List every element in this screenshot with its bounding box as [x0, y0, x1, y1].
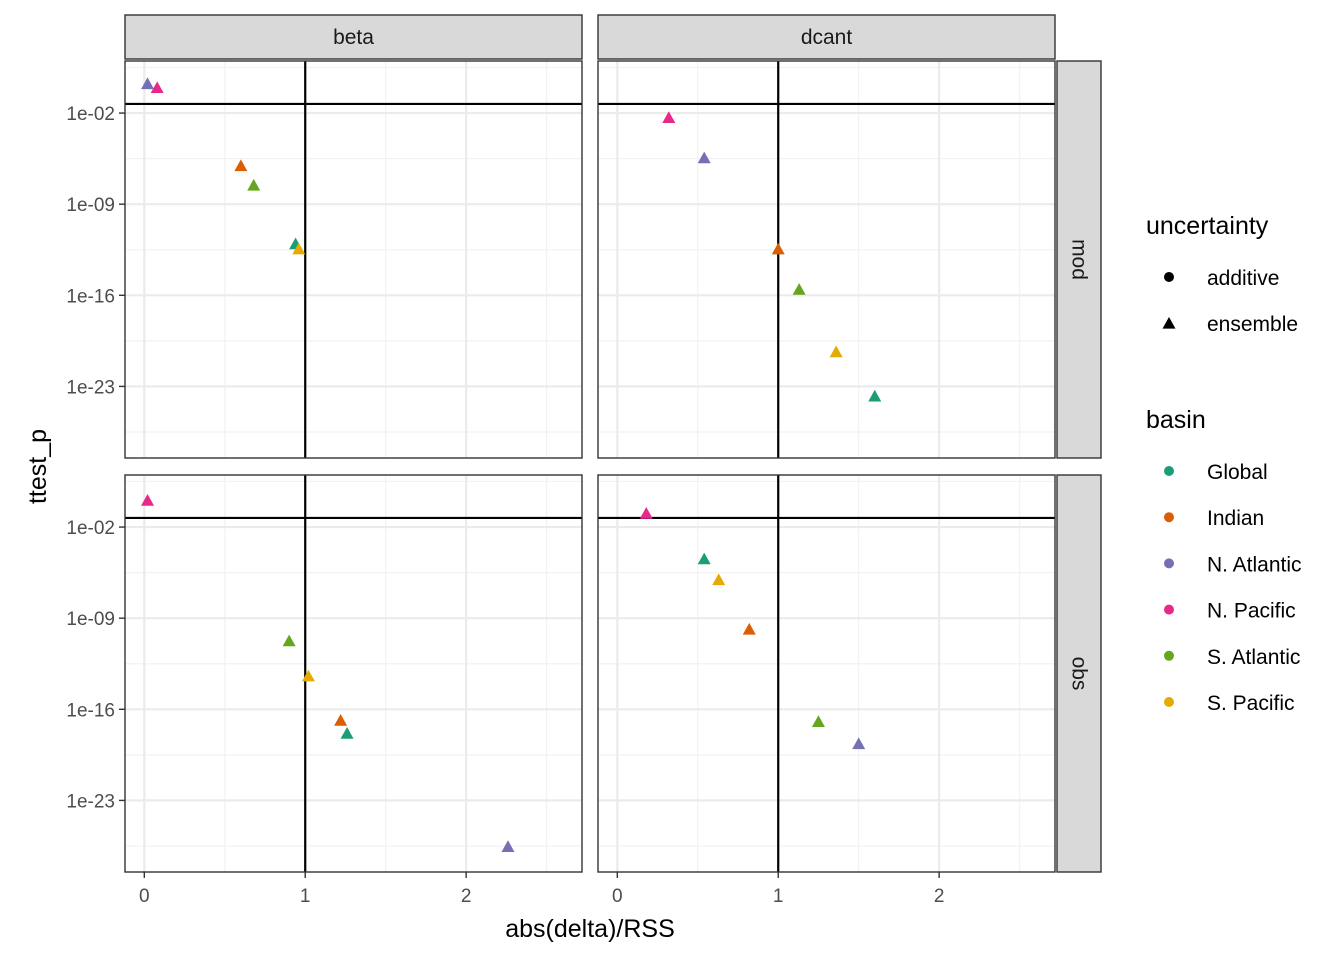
panel-background — [598, 475, 1055, 872]
x-tick-label: 1 — [300, 886, 311, 907]
point-s-pacific — [712, 573, 726, 586]
point-n-atlantic — [852, 737, 866, 750]
point-indian — [742, 622, 756, 635]
strip-mod: mod — [1056, 60, 1102, 459]
x-tick-label: 1 — [773, 886, 784, 907]
legend-label: N. Pacific — [1207, 600, 1296, 623]
legend-uncertainty: uncertainty additive ensemble — [1146, 212, 1298, 336]
strip-label: mod — [1068, 239, 1091, 280]
point-n-pacific — [639, 507, 653, 519]
point-s-atlantic — [792, 283, 806, 295]
y-tick-label: 1e-09 — [66, 195, 115, 216]
panel-background — [125, 61, 582, 458]
x-tick-label: 0 — [612, 886, 623, 907]
legend-key-circle — [1164, 697, 1174, 707]
legend-key-circle — [1164, 272, 1174, 282]
panel-background — [125, 475, 582, 872]
point-s-atlantic — [811, 715, 825, 727]
panel-border — [124, 474, 583, 873]
facet-panels: beta dcant mod obs — [124, 14, 1102, 873]
strip-label: dcant — [801, 26, 853, 49]
point-s-pacific — [292, 242, 306, 255]
point-global — [868, 389, 882, 402]
strip-beta: beta — [124, 14, 583, 60]
y-tick-label: 1e-02 — [66, 104, 115, 125]
legend-key-circle — [1164, 650, 1174, 661]
strip-background — [597, 14, 1056, 60]
legend-label: ensemble — [1207, 313, 1298, 336]
y-tick-label: 1e-23 — [66, 791, 115, 812]
strip-obs: obs — [1056, 474, 1102, 873]
point-indian — [334, 713, 348, 726]
y-tick-label: 1e-02 — [66, 518, 115, 539]
strip-background — [1056, 60, 1102, 459]
legend: uncertainty additive ensemble basin Global In… — [1146, 212, 1302, 715]
point-s-atlantic — [282, 634, 296, 647]
point-s-pacific — [829, 345, 843, 358]
panel-beta-obs — [124, 474, 583, 873]
y-tick-label: 1e-23 — [66, 377, 115, 398]
point-n-atlantic — [697, 151, 711, 164]
panel-beta-mod — [124, 60, 583, 459]
panel-background — [598, 61, 1055, 458]
legend-label: S. Pacific — [1207, 692, 1295, 715]
panel-border — [597, 60, 1056, 459]
legend-label: Indian — [1207, 507, 1264, 530]
legend-key-triangle — [1162, 316, 1176, 329]
legend-title: basin — [1146, 406, 1206, 434]
legend-label: N. Atlantic — [1207, 553, 1302, 576]
legend-key-circle — [1164, 512, 1174, 523]
panel-border — [597, 474, 1056, 873]
x-tick-label: 0 — [139, 886, 150, 907]
strip-background — [124, 14, 583, 60]
legend-label: S. Atlantic — [1207, 646, 1300, 669]
point-indian — [234, 159, 248, 172]
point-s-atlantic — [247, 178, 261, 191]
point-s-pacific — [301, 669, 315, 682]
strip-label: beta — [333, 26, 374, 49]
x-tick-label: 2 — [461, 886, 472, 907]
legend-title: uncertainty — [1146, 212, 1269, 240]
legend-key-circle — [1164, 604, 1174, 615]
panel-dcant-obs — [597, 474, 1056, 873]
legend-key-circle — [1164, 466, 1174, 476]
point-n-atlantic — [501, 840, 515, 852]
strip-background — [1056, 474, 1102, 873]
legend-basin: basin Global Indian N. Atlantic N. Pacific S.… — [1146, 406, 1302, 715]
y-tick-label: 1e-16 — [66, 700, 115, 721]
axes: 1e-02 1e-09 1e-16 1e-23 1e-02 1e-09 1e-16 1e-23… — [24, 104, 944, 943]
point-n-pacific — [150, 81, 164, 94]
strip-dcant: dcant — [597, 14, 1056, 60]
panel-border — [124, 60, 583, 459]
y-tick-label: 1e-16 — [66, 286, 115, 307]
legend-label: additive — [1207, 267, 1279, 290]
point-n-pacific — [141, 494, 155, 506]
y-axis-title: ttest_p — [24, 429, 52, 504]
y-tick-label: 1e-09 — [66, 609, 115, 630]
point-global — [697, 552, 711, 565]
x-tick-label: 2 — [934, 886, 945, 907]
point-global — [340, 727, 354, 739]
point-n-atlantic — [141, 77, 155, 90]
legend-label: Global — [1207, 461, 1268, 484]
panel-dcant-mod — [597, 60, 1056, 459]
point-indian — [771, 242, 785, 255]
strip-label: obs — [1068, 657, 1091, 691]
x-axis-title: abs(delta)/RSS — [505, 915, 675, 943]
point-n-pacific — [662, 111, 676, 123]
legend-key-circle — [1164, 558, 1174, 569]
